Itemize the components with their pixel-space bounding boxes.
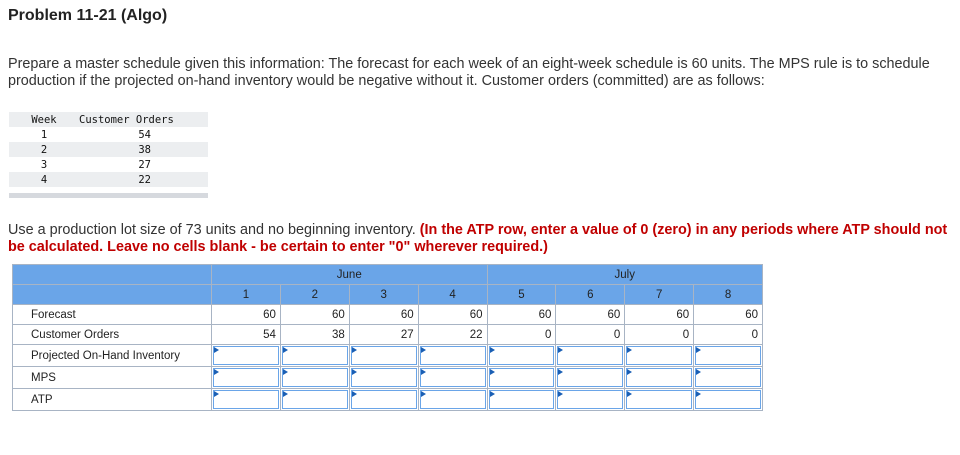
projected-on-hand-input[interactable] bbox=[213, 346, 279, 365]
row-label-mps: MPS bbox=[12, 366, 212, 389]
row-label-projected-on-hand: Projected On-Hand Inventory bbox=[12, 344, 212, 367]
customer-orders-cell: 22 bbox=[417, 324, 488, 345]
customer-orders-cell: 27 bbox=[348, 324, 419, 345]
week-header: Week bbox=[9, 112, 79, 127]
corner-cell bbox=[12, 264, 212, 285]
given-orders: 54 bbox=[138, 128, 151, 141]
month-june: June bbox=[211, 264, 488, 285]
atp-input[interactable] bbox=[488, 390, 555, 409]
customer-orders-cell: 0 bbox=[693, 324, 763, 345]
week-header-3: 3 bbox=[348, 284, 419, 305]
master-schedule-table: June July 1 2 3 4 5 6 7 8 Forecast 60 60… bbox=[12, 264, 763, 411]
given-orders: 38 bbox=[79, 142, 208, 157]
projected-on-hand-input[interactable] bbox=[626, 346, 693, 365]
customer-orders-cell: 54 bbox=[211, 324, 281, 345]
customer-orders-cell: 0 bbox=[486, 324, 557, 345]
forecast-cell: 60 bbox=[624, 304, 695, 325]
week-header-5: 5 bbox=[486, 284, 557, 305]
instructions-plain: Use a production lot size of 73 units an… bbox=[8, 222, 420, 238]
projected-on-hand-input[interactable] bbox=[488, 346, 555, 365]
instructions: Use a production lot size of 73 units an… bbox=[8, 222, 953, 256]
projected-on-hand-input[interactable] bbox=[695, 346, 761, 365]
projected-on-hand-input[interactable] bbox=[557, 346, 624, 365]
problem-intro: Prepare a master schedule given this inf… bbox=[8, 56, 930, 89]
atp-input[interactable] bbox=[626, 390, 693, 409]
forecast-cell: 60 bbox=[417, 304, 488, 325]
mps-input[interactable] bbox=[419, 368, 486, 387]
atp-input[interactable] bbox=[350, 390, 417, 409]
given-week: 4 bbox=[9, 172, 79, 187]
customer-orders-cell: 38 bbox=[279, 324, 350, 345]
week-header-7: 7 bbox=[624, 284, 695, 305]
projected-on-hand-input[interactable] bbox=[281, 346, 348, 365]
projected-on-hand-input[interactable] bbox=[350, 346, 417, 365]
atp-input[interactable] bbox=[557, 390, 624, 409]
corner-cell bbox=[12, 284, 212, 305]
row-label-atp: ATP bbox=[12, 388, 212, 411]
projected-on-hand-input[interactable] bbox=[419, 346, 486, 365]
forecast-cell: 60 bbox=[555, 304, 626, 325]
customer-orders-cell: 0 bbox=[624, 324, 695, 345]
mps-input[interactable] bbox=[626, 368, 693, 387]
given-orders: 22 bbox=[79, 172, 208, 187]
customer-orders-cell: 0 bbox=[555, 324, 626, 345]
customer-orders-table: Week Customer Orders 1 54 2 38 3 27 4 22 bbox=[9, 112, 208, 187]
atp-input[interactable] bbox=[213, 390, 279, 409]
table-divider bbox=[9, 193, 208, 198]
row-label-forecast: Forecast bbox=[12, 304, 212, 325]
mps-input[interactable] bbox=[281, 368, 348, 387]
given-week: 2 bbox=[9, 142, 79, 157]
instructions-warning: (In the ATP row, enter a value of 0 (zer… bbox=[8, 222, 948, 255]
forecast-cell: 60 bbox=[486, 304, 557, 325]
forecast-cell: 60 bbox=[279, 304, 350, 325]
row-label-customer-orders: Customer Orders bbox=[12, 324, 212, 345]
week-header-4: 4 bbox=[417, 284, 488, 305]
mps-input[interactable] bbox=[488, 368, 555, 387]
page-title: Problem 11-21 (Algo) bbox=[8, 7, 168, 24]
week-header-6: 6 bbox=[555, 284, 626, 305]
forecast-cell: 60 bbox=[348, 304, 419, 325]
month-july: July bbox=[486, 264, 763, 285]
mps-input[interactable] bbox=[557, 368, 624, 387]
given-week: 3 bbox=[40, 158, 48, 171]
week-header-8: 8 bbox=[693, 284, 763, 305]
week-header-2: 2 bbox=[279, 284, 350, 305]
atp-input[interactable] bbox=[419, 390, 486, 409]
atp-input[interactable] bbox=[695, 390, 761, 409]
forecast-cell: 60 bbox=[211, 304, 281, 325]
atp-input[interactable] bbox=[281, 390, 348, 409]
mps-input[interactable] bbox=[350, 368, 417, 387]
mps-input[interactable] bbox=[213, 368, 279, 387]
given-week: 1 bbox=[40, 128, 48, 141]
given-orders: 27 bbox=[138, 158, 151, 171]
week-header-1: 1 bbox=[211, 284, 281, 305]
mps-input[interactable] bbox=[695, 368, 761, 387]
forecast-cell: 60 bbox=[693, 304, 763, 325]
orders-header: Customer Orders bbox=[79, 112, 208, 127]
